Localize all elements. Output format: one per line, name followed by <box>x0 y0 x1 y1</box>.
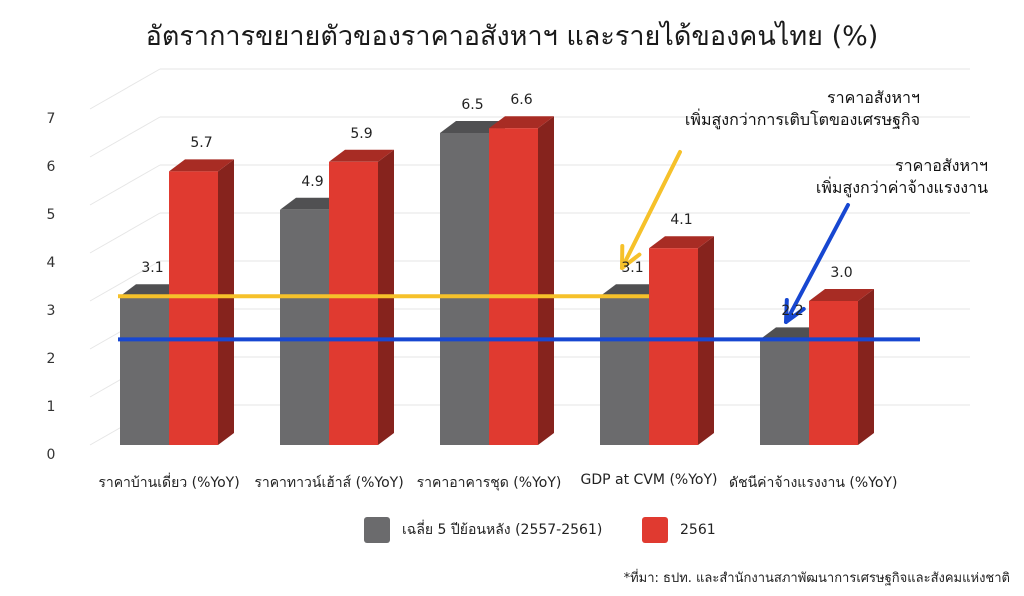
bar-avg <box>280 209 329 445</box>
x-tick-label: ราคาทาวน์เฮ้าส์ (%YoY) <box>254 475 404 491</box>
annotation-arrow-wage-head <box>784 298 806 324</box>
bar-avg <box>120 296 169 445</box>
data-label: 4.9 <box>301 173 324 190</box>
gridline-diagonal <box>89 260 161 302</box>
y-tick-label: 7 <box>46 111 56 127</box>
annotation-wage-line1: ราคาอสังหาฯ <box>895 156 988 175</box>
annotation-gdp-line1: ราคาอสังหาฯ <box>827 88 920 107</box>
bar-top <box>329 149 394 162</box>
data-label: 6.5 <box>461 97 484 113</box>
data-label: 4.1 <box>670 212 693 229</box>
bar-2561 <box>809 301 858 445</box>
x-tick-label: ดัชนีค่าจ้างแรงงาน (%YoY) <box>729 475 898 491</box>
x-tick-label: ราคาบ้านเดี่ยว (%YoY) <box>98 475 240 491</box>
x-tick-label: ราคาอาคารชุด (%YoY) <box>416 475 562 491</box>
legend-item-2561: 2561 <box>642 515 716 545</box>
bar-top <box>649 236 714 249</box>
bar-avg <box>440 133 489 445</box>
legend-label-2561: 2561 <box>680 522 716 538</box>
bar-top <box>600 284 665 297</box>
bar-top <box>280 197 345 210</box>
source-note: *ที่มา: ธปท. และสำนักงานสภาพัฒนาการเศรษฐ… <box>623 571 1010 586</box>
gridline-diagonal <box>89 68 161 110</box>
bar-2561 <box>649 248 698 445</box>
bar-2561 <box>489 128 538 445</box>
bar-top <box>489 116 554 129</box>
data-label: 3.0 <box>830 265 853 281</box>
bar-avg <box>600 296 649 445</box>
legend-label-avg: เฉลี่ย 5 ปีย้อนหลัง (2557-2561) <box>402 522 603 538</box>
legend-swatch-2561 <box>642 517 668 543</box>
bar-2561 <box>169 171 218 445</box>
data-label: 3.1 <box>141 260 164 277</box>
bar-top <box>760 327 825 340</box>
bar-top <box>809 289 874 301</box>
y-tick-label: 4 <box>46 255 56 271</box>
data-label: 2.2 <box>781 303 804 320</box>
legend-swatch-avg <box>364 517 390 543</box>
gridline-diagonal <box>89 164 161 206</box>
x-tick-label: GDP at CVM (%YoY) <box>580 472 718 488</box>
data-label: 5.9 <box>350 125 373 142</box>
data-label: 5.7 <box>190 135 213 152</box>
annotation-gdp-line2: เพิ่มสูงกว่าการเติบโตของเศรษฐกิจ <box>684 110 920 129</box>
chart-title: อัตราการขยายตัวของราคาอสังหาฯ และรายได้ข… <box>145 21 879 52</box>
bar-2561 <box>329 161 378 446</box>
gridline-diagonal <box>89 212 161 254</box>
legend: เฉลี่ย 5 ปีย้อนหลัง (2557-2561) 2561 <box>0 515 1024 545</box>
bar-top <box>440 121 505 133</box>
y-tick-label: 5 <box>46 207 56 223</box>
annotation-wage-line2: เพิ่มสูงกว่าค่าจ้างแรงงาน <box>815 178 988 197</box>
y-tick-label: 2 <box>46 351 56 367</box>
annotation-wage: ราคาอสังหาฯ เพิ่มสูงกว่าค่าจ้างแรงงาน <box>816 155 988 199</box>
gridline-diagonal <box>89 116 161 158</box>
bar-side <box>538 116 554 445</box>
annotation-arrow-wage <box>784 203 850 324</box>
data-label: 3.1 <box>621 260 644 277</box>
bar-top <box>120 284 185 297</box>
annotation-arrow-gdp-head <box>620 244 642 270</box>
annotation-arrow-gdp <box>620 150 682 270</box>
annotation-gdp: ราคาอสังหาฯ เพิ่มสูงกว่าการเติบโตของเศรษ… <box>685 87 920 131</box>
y-tick-label: 6 <box>46 159 56 175</box>
y-tick-label: 1 <box>46 399 56 415</box>
bar-avg <box>760 339 809 445</box>
bar-side <box>218 159 234 445</box>
data-label: 6.6 <box>510 92 533 109</box>
bar-side <box>858 289 874 445</box>
y-tick-label: 0 <box>46 447 56 463</box>
bar-top <box>169 159 234 172</box>
legend-item-avg: เฉลี่ย 5 ปีย้อนหลัง (2557-2561) <box>364 515 602 545</box>
y-tick-label: 3 <box>46 303 56 319</box>
